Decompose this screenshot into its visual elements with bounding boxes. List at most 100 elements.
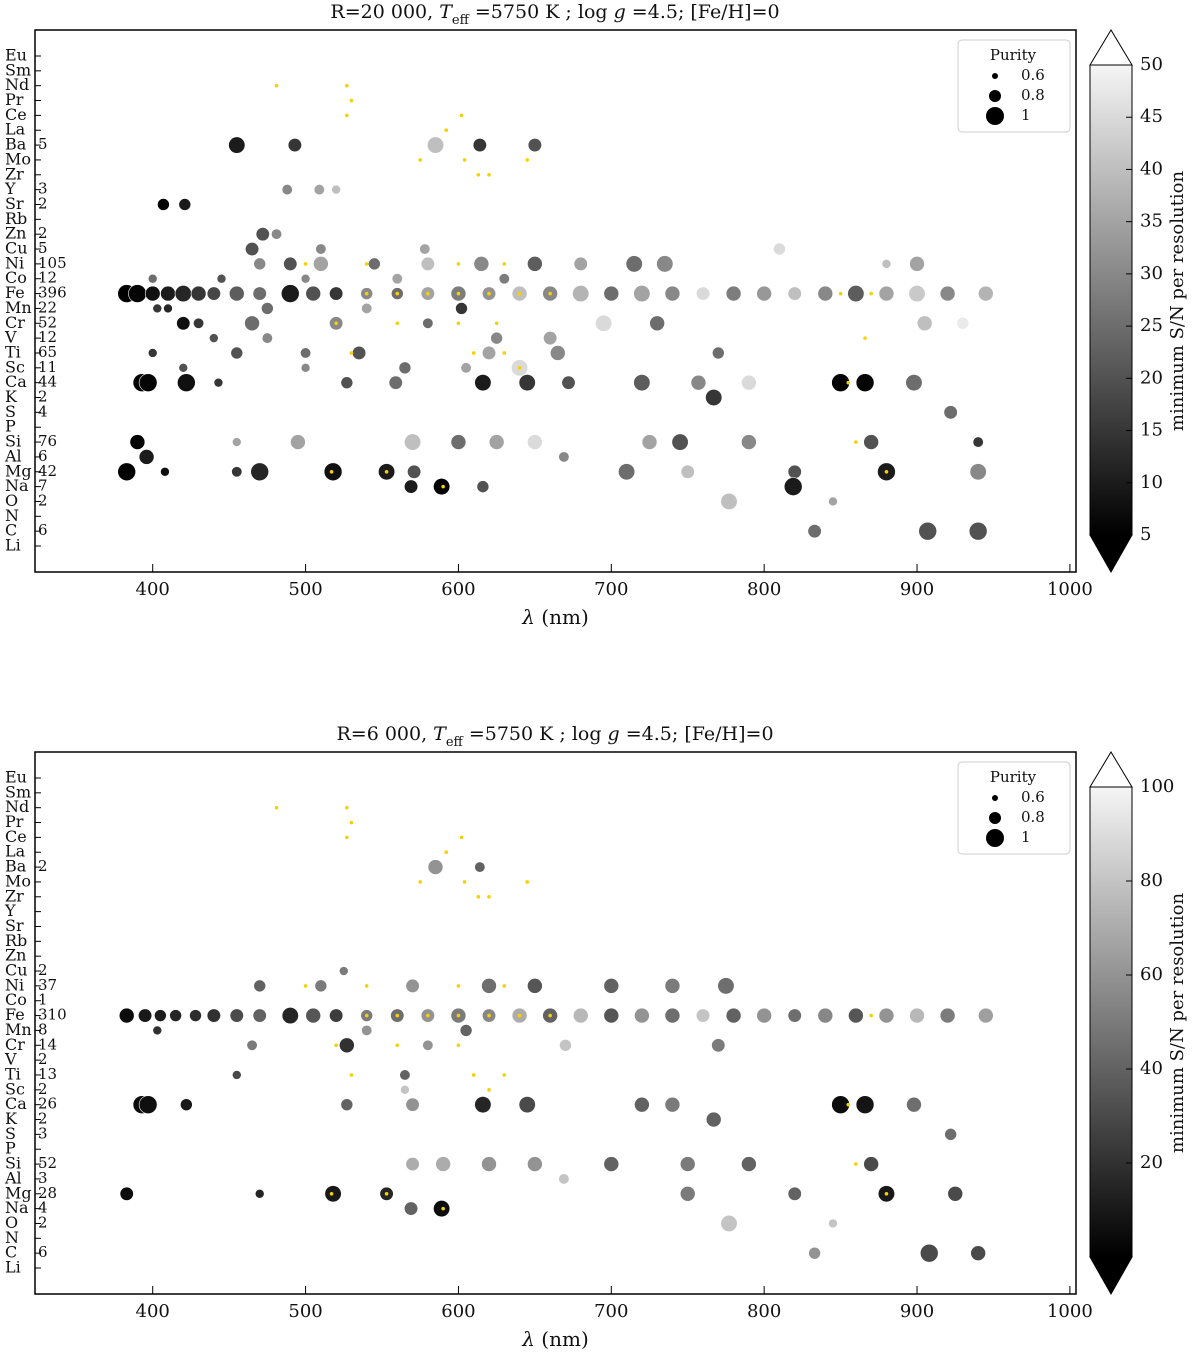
y-tick-label: Cr	[5, 313, 25, 332]
line-point	[163, 303, 173, 314]
x-tick-label: 1000	[1047, 1301, 1093, 1322]
highlight-point	[364, 291, 369, 296]
highlight-point	[869, 291, 873, 296]
line-point	[229, 1008, 244, 1023]
line-point	[290, 434, 306, 450]
legend-label: 0.8	[1021, 808, 1045, 826]
highlight-point	[459, 835, 464, 840]
highlight-point	[456, 291, 461, 296]
line-point	[603, 1156, 620, 1172]
highlight-point	[838, 291, 843, 296]
line-point	[705, 1111, 722, 1128]
line-point	[518, 374, 536, 392]
y-tick-label: Ce	[5, 827, 27, 846]
line-point	[625, 255, 643, 273]
line-point	[956, 316, 970, 330]
y-tick-label: Ni	[5, 253, 24, 272]
y-tick-label: Eu	[5, 45, 27, 64]
line-count: 13	[38, 1065, 57, 1083]
line-point	[315, 243, 327, 255]
line-count: 2	[38, 1213, 48, 1231]
line-point	[405, 1097, 420, 1112]
y-tick-label: Ca	[5, 1094, 27, 1113]
line-point	[720, 492, 738, 511]
highlight-point	[329, 469, 334, 474]
line-count: 12	[38, 269, 57, 287]
legend-label: 0.8	[1021, 86, 1045, 104]
y-tick-label: Mn	[5, 1020, 32, 1039]
line-point	[968, 521, 988, 541]
line-point	[281, 184, 293, 196]
colorbar-extend-top	[1089, 29, 1133, 66]
colorbar-tick-label: 45	[1140, 106, 1163, 127]
y-tick-label: Ba	[5, 857, 27, 876]
line-point	[671, 433, 689, 451]
y-tick-label: Ni	[5, 975, 24, 994]
highlight-point	[459, 113, 464, 118]
y-tick-label: Co	[5, 268, 27, 287]
line-point	[787, 1008, 802, 1023]
y-tick-label: Sr	[5, 194, 24, 213]
x-tick-label: 600	[441, 1301, 475, 1322]
line-point	[878, 1007, 895, 1024]
line-point	[314, 979, 328, 993]
line-point	[549, 345, 566, 361]
line-count: 22	[38, 298, 57, 316]
y-tick-label: P	[5, 417, 16, 436]
y-tick-label: Sc	[5, 357, 25, 376]
line-count: 28	[38, 1184, 57, 1202]
highlight-point	[884, 1191, 889, 1196]
line-point	[573, 256, 588, 271]
highlight-point	[395, 291, 400, 296]
y-tick-label: Cu	[5, 961, 28, 980]
line-point	[978, 1007, 994, 1024]
line-point	[160, 285, 176, 302]
highlight-point	[502, 351, 507, 355]
title-part: g	[608, 723, 620, 745]
line-point	[725, 1007, 742, 1024]
highlight-point	[863, 336, 867, 340]
line-point	[787, 464, 802, 479]
line-point	[618, 463, 636, 481]
title-part: eff	[446, 735, 465, 750]
line-point	[230, 346, 244, 360]
line-point	[680, 464, 695, 479]
line-point	[119, 1186, 134, 1201]
y-tick-label: Zr	[5, 886, 24, 905]
line-count: 2	[38, 1080, 48, 1098]
line-point	[603, 1007, 620, 1024]
line-point	[287, 138, 302, 153]
y-tick-label: O	[5, 1213, 18, 1232]
line-point	[572, 1007, 589, 1024]
chart-title: R=20 000, Teff =5750 K ; log g =4.5; [Fe…	[330, 1, 779, 28]
x-tick-label: 400	[136, 1301, 170, 1322]
highlight-point	[517, 1013, 522, 1018]
title-part: R=6 000,	[336, 723, 433, 745]
line-point	[329, 1008, 344, 1023]
highlight-point	[349, 1073, 354, 1077]
line-point	[717, 977, 735, 995]
line-point	[909, 1007, 925, 1024]
line-point	[129, 434, 146, 450]
line-point	[405, 978, 420, 993]
highlight-point	[854, 440, 858, 444]
line-point	[472, 138, 487, 153]
line-count: 3	[38, 1124, 48, 1142]
y-tick-label: Ti	[5, 342, 21, 361]
line-count: 4	[38, 1199, 48, 1217]
line-point	[756, 1007, 772, 1024]
line-point	[313, 184, 325, 196]
x-label-symbol: λ	[521, 605, 535, 629]
line-point	[118, 1007, 135, 1024]
line-count: 310	[38, 1006, 67, 1024]
line-point	[561, 375, 576, 390]
highlight-point	[334, 1043, 338, 1048]
line-point	[741, 1156, 757, 1172]
line-point	[909, 256, 925, 272]
highlight-point	[456, 262, 461, 266]
line-point	[144, 285, 161, 302]
highlight-point	[426, 1013, 430, 1018]
y-tick-label: Al	[4, 446, 22, 465]
line-count: 37	[38, 976, 57, 994]
